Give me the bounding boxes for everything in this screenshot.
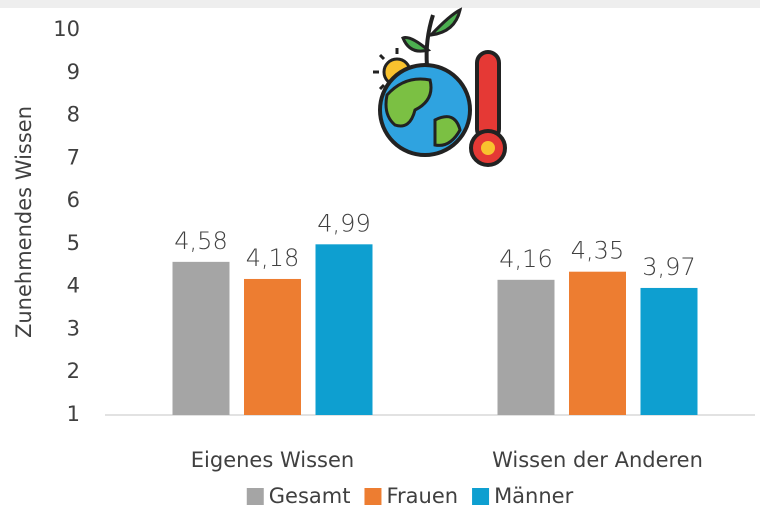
legend-label: Männer [494,484,574,508]
bar [498,280,555,415]
value-label: 4,99 [317,209,370,237]
bar [641,288,698,415]
legend-label: Gesamt [269,484,351,508]
y-tick-label: 4 [67,274,80,298]
top-band [0,0,760,8]
y-tick-label: 7 [67,145,80,169]
y-axis-label: Zunehmendes Wissen [12,106,36,338]
legend-swatch [364,488,381,505]
value-label: 4,16 [499,245,552,273]
x-tick-label: Wissen der Anderen [492,448,703,472]
y-tick-label: 3 [67,316,80,340]
y-tick-label: 1 [67,402,80,426]
y-tick-label: 10 [53,17,80,41]
y-tick-label: 2 [67,359,80,383]
y-tick-label: 8 [67,103,80,127]
value-label: 4,35 [571,237,624,265]
bar [173,262,230,415]
chart: Zunehmendes Wissen Gesamt Frauen Männer 1 2… [0,0,760,512]
x-tick-label: Eigenes Wissen [191,448,354,472]
legend: Gesamt Frauen Männer [247,484,574,508]
legend-swatch [472,488,489,505]
bar [316,244,373,415]
value-label: 3,97 [642,253,695,281]
y-tick-label: 5 [67,231,80,255]
climate-icon [373,10,505,165]
y-tick-label: 6 [67,188,80,212]
legend-swatch [247,488,264,505]
bar [244,279,301,415]
value-label: 4,18 [246,244,299,272]
bar [569,272,626,415]
value-label: 4,58 [174,227,227,255]
y-tick-label: 9 [67,60,80,84]
legend-label: Frauen [386,484,458,508]
